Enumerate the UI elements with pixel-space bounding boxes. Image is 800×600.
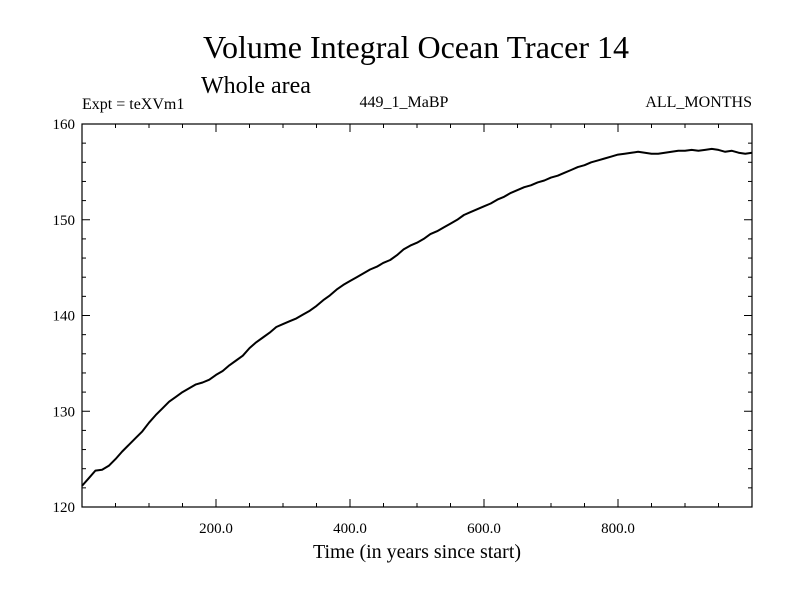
chart-title: Volume Integral Ocean Tracer 14	[203, 29, 629, 65]
x-minor-ticks	[115, 124, 719, 507]
x-axis: 200.0 400.0 600.0 800.0	[199, 124, 635, 537]
y-tick-label: 150	[53, 213, 76, 229]
y-tick-label: 130	[53, 404, 76, 420]
x-tick-label: 600.0	[467, 521, 501, 537]
x-axis-label: Time (in years since start)	[313, 541, 521, 563]
series-line	[81, 147, 753, 487]
y-tick-label: 120	[53, 500, 76, 516]
run-label: 449_1_MaBP	[360, 94, 449, 111]
experiment-label: Expt = teXVm1	[82, 96, 184, 113]
months-label: ALL_MONTHS	[645, 94, 752, 111]
plot-frame	[81, 123, 753, 508]
y-tick-label: 160	[53, 117, 76, 133]
x-tick-label: 400.0	[333, 521, 367, 537]
y-axis: 120 130 140 150 160	[53, 117, 752, 516]
y-tick-label: 140	[53, 309, 76, 325]
series-group	[81, 147, 753, 487]
x-tick-label: 200.0	[199, 521, 233, 537]
y-minor-ticks	[82, 142, 752, 489]
chart-subtitle: Whole area	[201, 73, 311, 99]
x-tick-label: 800.0	[601, 521, 635, 537]
